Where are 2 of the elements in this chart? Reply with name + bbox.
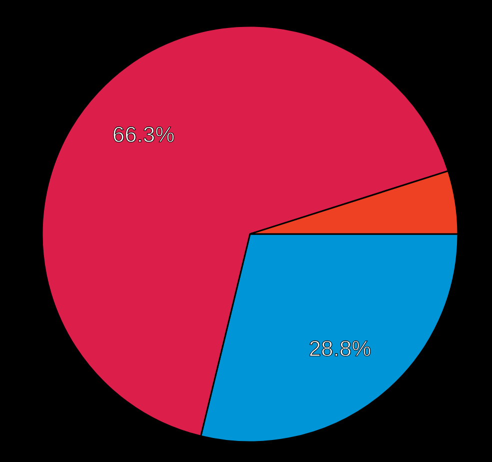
data-label: 28.8% — [308, 336, 372, 361]
data-label: 66.3% — [112, 122, 175, 148]
